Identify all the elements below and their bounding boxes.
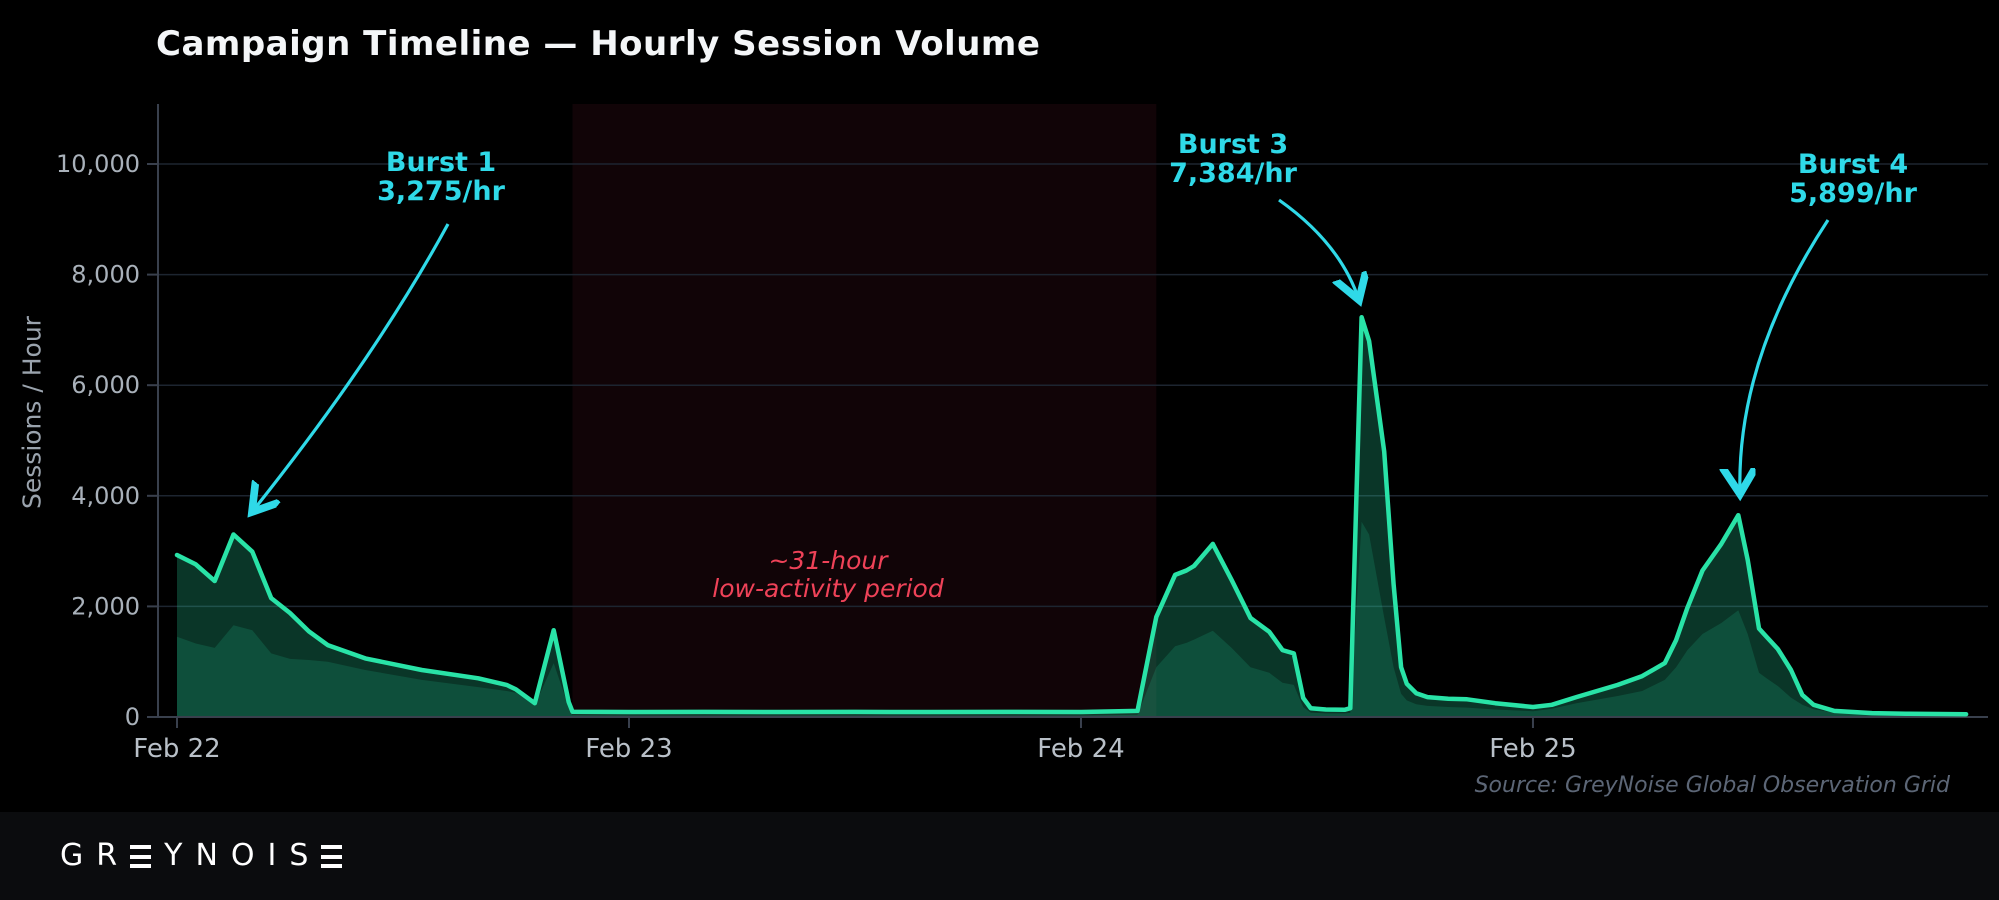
chart-title: Campaign Timeline — Hourly Session Volum…: [156, 24, 1041, 64]
logo-letter-o: O: [230, 838, 255, 873]
x-tick-label-Feb-25: Feb 25: [1489, 734, 1576, 764]
low-activity-band: [572, 104, 1157, 717]
y-tick-label-10000: 10,000: [56, 150, 140, 178]
annotation-burst-4: Burst 4 5,899/hr: [1789, 150, 1917, 208]
annotation-low-activity-line1: ~31-hour: [768, 546, 888, 575]
y-axis-label: Sessions / Hour: [17, 316, 47, 509]
logo-letter-e-bars: [130, 844, 152, 868]
annotation-burst-3-value: 7,384/hr: [1169, 158, 1297, 189]
logo-letter-s: S: [289, 838, 309, 873]
y-tick-label-8000: 8,000: [71, 261, 140, 289]
source-credit: Source: GreyNoise Global Observation Gri…: [1474, 773, 1950, 798]
annotation-low-activity: ~31-hour low-activity period: [712, 547, 943, 603]
logo-letter-n: N: [195, 838, 218, 873]
annotation-burst-1-title: Burst 1: [385, 147, 497, 178]
y-tick-label-6000: 6,000: [71, 371, 140, 399]
y-tick-label-0: 0: [125, 703, 140, 731]
area-sessions-total: [177, 317, 1967, 717]
annotation-burst-4-title: Burst 4: [1797, 149, 1909, 180]
annotation-burst-4-value: 5,899/hr: [1789, 178, 1917, 209]
annotation-low-activity-line2: low-activity period: [712, 574, 944, 603]
x-tick-label-Feb-22: Feb 22: [133, 734, 220, 764]
logo-letter-r: R: [96, 838, 118, 873]
burst-4-arrow: [1740, 219, 1830, 494]
logo-letter-e-bars: [321, 844, 343, 868]
burst-1-arrow: [252, 223, 450, 512]
y-tick-label-2000: 2,000: [71, 592, 140, 620]
logo-letter-i: I: [267, 838, 277, 873]
y-tick-label-4000: 4,000: [71, 482, 140, 510]
annotation-burst-1-value: 3,275/hr: [377, 176, 505, 207]
burst-3-arrow: [1278, 198, 1359, 300]
annotation-burst-3-title: Burst 3: [1177, 129, 1289, 160]
annotation-burst-3: Burst 3 7,384/hr: [1169, 130, 1297, 188]
logo-letter-g: G: [60, 838, 84, 873]
logo-letter-y: Y: [164, 838, 183, 873]
sessions-line: [174, 314, 1969, 717]
x-tick-label-Feb-23: Feb 23: [585, 734, 672, 764]
annotation-burst-1: Burst 1 3,275/hr: [377, 148, 505, 206]
area-sessions-core: [177, 521, 1967, 717]
x-tick-label-Feb-24: Feb 24: [1037, 734, 1124, 764]
